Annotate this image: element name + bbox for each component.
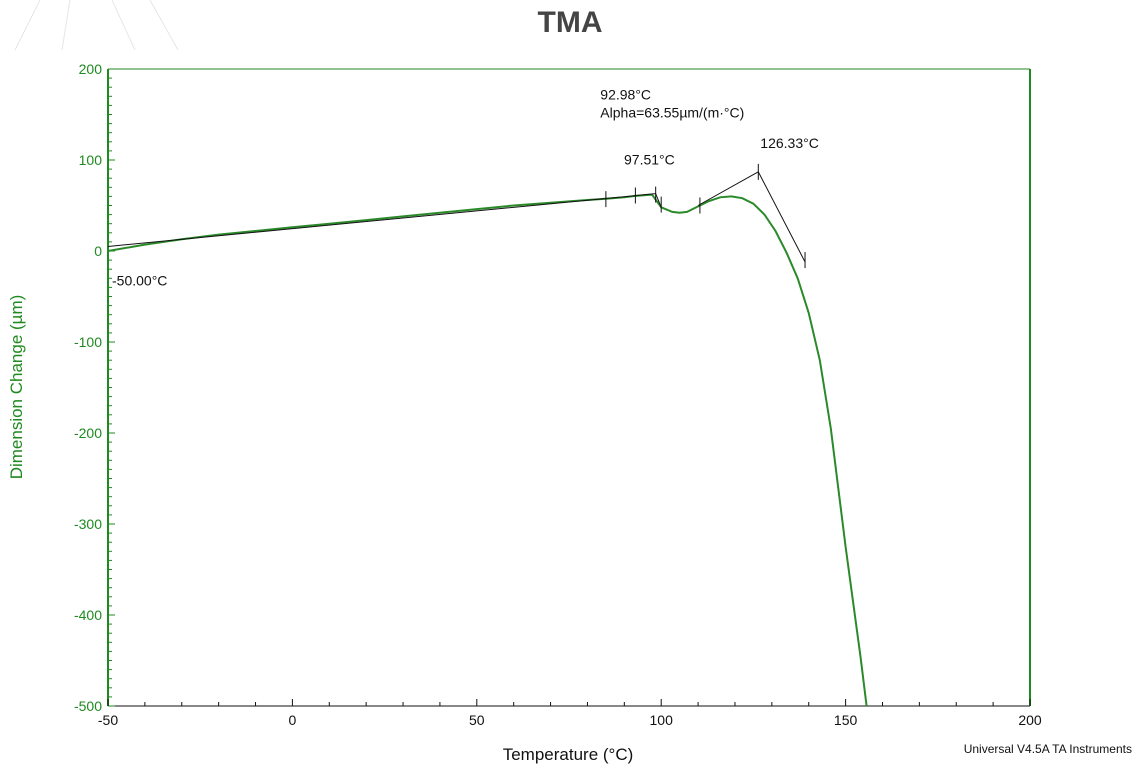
- analysis-line: [655, 193, 662, 208]
- y-tick-label: 0: [94, 243, 102, 259]
- annotation-label: 97.51°C: [624, 152, 675, 168]
- analysis-line: [757, 171, 806, 263]
- annotation-label: 126.33°C: [760, 135, 819, 151]
- dimension-change-curve: [107, 193, 868, 707]
- background-decoration: [14, 0, 179, 51]
- x-tick-label: 150: [834, 712, 858, 728]
- y-tick-label: 200: [79, 61, 103, 77]
- y-tick-label: -100: [74, 334, 102, 350]
- y-tick-label: -400: [74, 607, 102, 623]
- x-axis-label: Temperature (°C): [502, 745, 634, 764]
- y-tick-label: 100: [79, 152, 103, 168]
- x-tick-label: 50: [469, 712, 485, 728]
- y-tick-label: -200: [74, 425, 102, 441]
- y-axis-label: Dimension Change (µm): [7, 294, 26, 480]
- x-tick-label: 100: [650, 712, 674, 728]
- analysis-line: [697, 171, 759, 206]
- x-tick-label: 0: [289, 712, 297, 728]
- y-tick-label: -300: [74, 516, 102, 532]
- annotation-label: Alpha=63.55µm/(m·°C): [600, 104, 744, 120]
- x-tick-label: -50: [98, 712, 118, 728]
- analysis-line: [107, 193, 656, 247]
- annotation-label: -50.00°C: [112, 273, 167, 289]
- chart-title: TMA: [537, 6, 603, 39]
- instrument-footer: Universal V4.5A TA Instruments: [963, 742, 1132, 756]
- annotation-label: 92.98°C: [600, 86, 651, 102]
- y-tick-label: -500: [74, 698, 102, 714]
- x-tick-label: 200: [1018, 712, 1042, 728]
